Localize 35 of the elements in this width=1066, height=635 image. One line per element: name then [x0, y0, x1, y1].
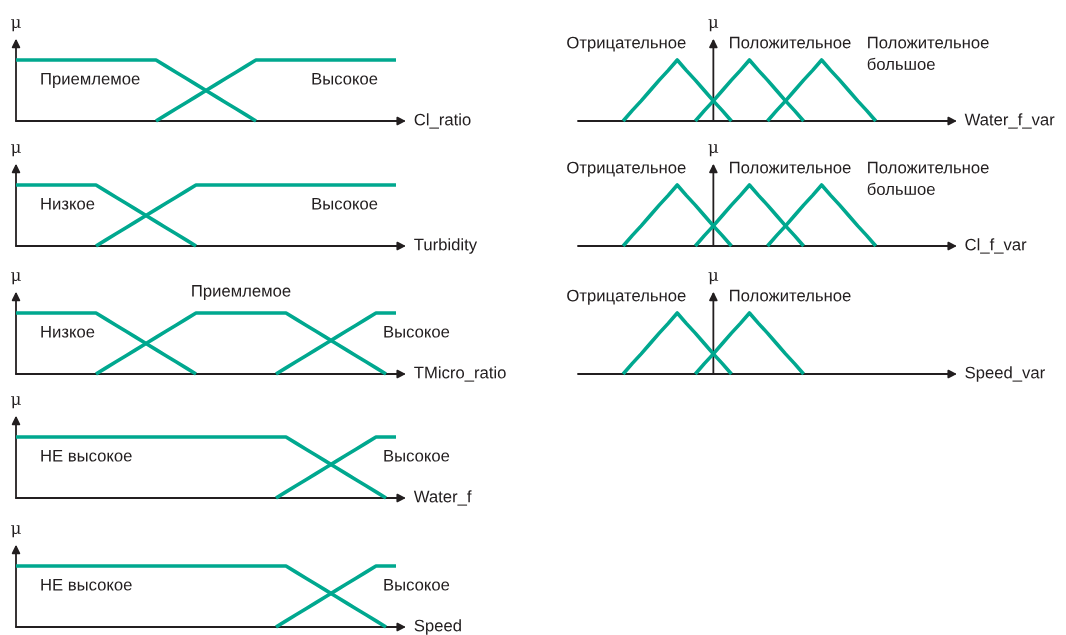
series-label: Высокое — [312, 72, 378, 85]
y-axis-title: μ — [11, 272, 21, 285]
y-axis-title: μ — [708, 272, 719, 285]
x-axis-title: Speed_var — [965, 366, 1045, 382]
series-label: Приемлемое — [41, 72, 140, 88]
x-axis-title: TMicro_ratio — [414, 366, 506, 382]
series-label: Положительное — [730, 36, 851, 49]
y-axis-title: μ — [11, 396, 21, 409]
x-axis-title: Water_f — [413, 490, 472, 506]
series-label: Низкое — [41, 197, 95, 210]
x-axis-title: Turbidity — [414, 238, 478, 254]
series-label: НЕ высокое — [41, 578, 132, 591]
x-axis-title: Water_f_var — [964, 113, 1055, 129]
series-label: Отрицательное — [567, 36, 686, 52]
series-label: Положительное большое — [867, 161, 989, 196]
y-axis-title: μ — [11, 19, 21, 32]
series-label: Низкое — [41, 325, 95, 338]
x-axis-title: Cl_ratio — [414, 113, 471, 129]
series-label: Высокое — [384, 449, 450, 462]
series-label: Отрицательное — [567, 289, 686, 305]
series-label: Положительное — [730, 289, 851, 302]
series-label: Положительное — [730, 161, 851, 174]
series-label: Высокое — [384, 325, 450, 338]
series-label: Приемлемое — [192, 285, 291, 301]
y-axis-title: μ — [708, 19, 719, 32]
y-axis-title: μ — [708, 144, 719, 157]
series-label: НЕ высокое — [41, 449, 132, 462]
y-axis-title: μ — [11, 144, 21, 157]
series-label: Высокое — [384, 578, 450, 591]
x-axis-title: Cl_f_var — [965, 238, 1027, 254]
series-label: Высокое — [312, 197, 378, 210]
series-label: Положительное большое — [867, 36, 989, 71]
x-axis-title: Speed — [414, 619, 461, 635]
series-label: Отрицательное — [567, 161, 686, 177]
y-axis-title: μ — [11, 525, 21, 538]
